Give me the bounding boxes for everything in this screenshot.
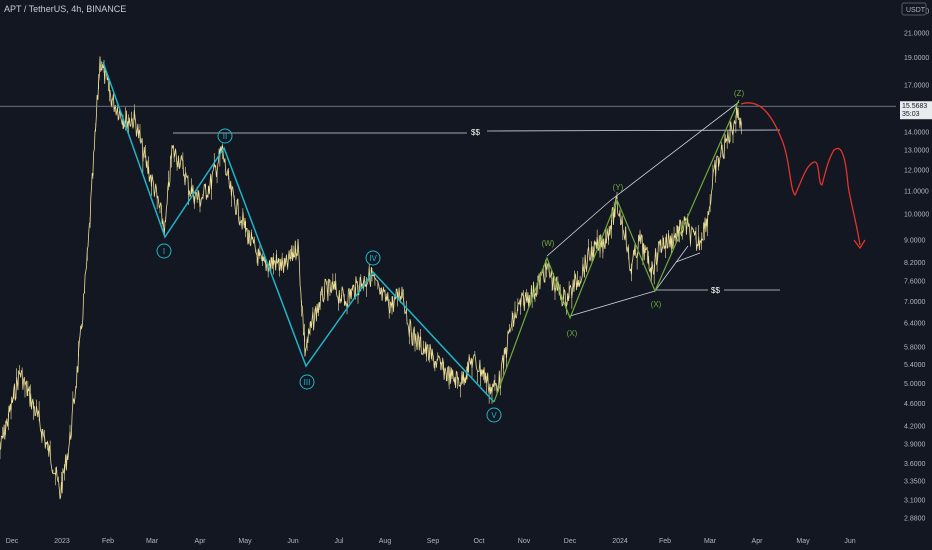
x-tick-label: Oct: [474, 538, 485, 545]
x-tick-label: Feb: [659, 538, 671, 545]
x-tick-label: May: [238, 538, 252, 545]
x-tick-label: Dec: [564, 538, 577, 545]
symbol-header: APT / TetherUS, 4h, BINANCE: [4, 4, 127, 14]
y-tick-label: 3.1000: [904, 498, 926, 505]
currency-box: [901, 2, 927, 16]
y-tick-label: 6.4000: [904, 321, 926, 328]
y-tick-label: 2.8800: [904, 516, 926, 523]
impulse-label-circle: [299, 374, 315, 390]
impulse-label-circle: [486, 407, 502, 423]
y-tick-label: 7.0000: [904, 299, 926, 306]
channel-inner: [675, 252, 701, 263]
correction-label: (Y): [613, 183, 624, 192]
y-tick-label: 9.0000: [904, 237, 926, 244]
correction-label: (Z): [734, 89, 745, 98]
impulse-label: III: [304, 378, 311, 387]
liquidity-line-top-right: [486, 129, 781, 132]
channel-upper: [546, 101, 740, 257]
impulse-label-circle: [156, 243, 172, 259]
y-tick-label: 3.3500: [904, 479, 926, 486]
y-tick-label: 17.0000: [904, 82, 929, 89]
price-badge-value: 15.5683: [902, 103, 927, 110]
impulse-label-circle: [365, 250, 381, 266]
y-tick-label: 19.0000: [904, 55, 929, 62]
y-tick-label: 3.6000: [904, 461, 926, 468]
projection-path: [740, 102, 861, 246]
x-tick-label: Dec: [6, 538, 19, 545]
y-tick-label: 14.0000: [904, 130, 929, 137]
y-tick-label: 5.8000: [904, 345, 926, 352]
y-tick-label: 13.0000: [904, 148, 929, 155]
impulse-label: IV: [369, 254, 377, 263]
x-tick-label: Jun: [287, 538, 298, 545]
x-tick-label: Apr: [195, 538, 207, 545]
price-countdown: 35:03: [902, 111, 920, 118]
impulse-label: V: [491, 411, 497, 420]
price-badge: [900, 101, 932, 120]
x-tick-label: Nov: [518, 538, 531, 545]
x-tick-label: Mar: [146, 538, 159, 545]
correction-wave-path: [493, 99, 740, 403]
price-axis: 23.000021.000019.000017.000015.000014.00…: [896, 0, 932, 550]
y-tick-label: 21.0000: [904, 31, 929, 38]
x-tick-label: May: [796, 538, 810, 545]
liquidity-label-top: $$: [471, 128, 480, 137]
projection-arrow: [853, 239, 866, 250]
price-series: [0, 56, 742, 500]
y-tick-label: 7.6000: [904, 279, 926, 286]
y-tick-label: 5.4000: [904, 362, 926, 369]
time-axis: Dec 2023 Feb Mar Apr May Jun Jul Aug Sep Oct Nov Dec…: [6, 538, 856, 545]
x-tick-label: Feb: [102, 538, 114, 545]
x-tick-label: Aug: [379, 538, 392, 545]
y-tick-label: 12.0000: [904, 167, 929, 174]
currency-label: USDT: [906, 7, 926, 14]
axis-bg: [896, 0, 932, 550]
y-tick-label: 4.2000: [904, 423, 926, 430]
y-tick-label: 4.6000: [904, 401, 926, 408]
correction-label: (W): [542, 239, 555, 248]
correction-label: (X): [651, 300, 662, 309]
x-tick-label: Sep: [427, 538, 440, 545]
x-tick-label: Jul: [335, 538, 344, 545]
wave-paths: [102, 61, 866, 403]
annotation-lines: $$ $$: [0, 105, 900, 295]
y-tick-label: 3.9000: [904, 442, 926, 449]
y-tick-label: 10.0000: [904, 212, 929, 219]
impulse-wave-path: [102, 61, 495, 403]
y-tick-label: 5.0000: [904, 381, 926, 388]
x-tick-label: Jun: [844, 538, 855, 545]
impulse-label: II: [223, 132, 227, 141]
y-tick-label: 8.2000: [904, 260, 926, 267]
impulse-label-circle: [217, 128, 233, 144]
price-line: [0, 56, 742, 500]
x-tick-label: 2024: [612, 538, 628, 545]
correction-label: (X): [567, 329, 578, 338]
x-tick-label: Apr: [752, 538, 764, 545]
impulse-label: I: [163, 247, 165, 256]
liquidity-label-bottom: $$: [711, 286, 720, 295]
y-tick-label: 11.0000: [904, 188, 929, 195]
x-tick-label: 2023: [54, 538, 70, 545]
x-tick-label: Mar: [704, 538, 717, 545]
